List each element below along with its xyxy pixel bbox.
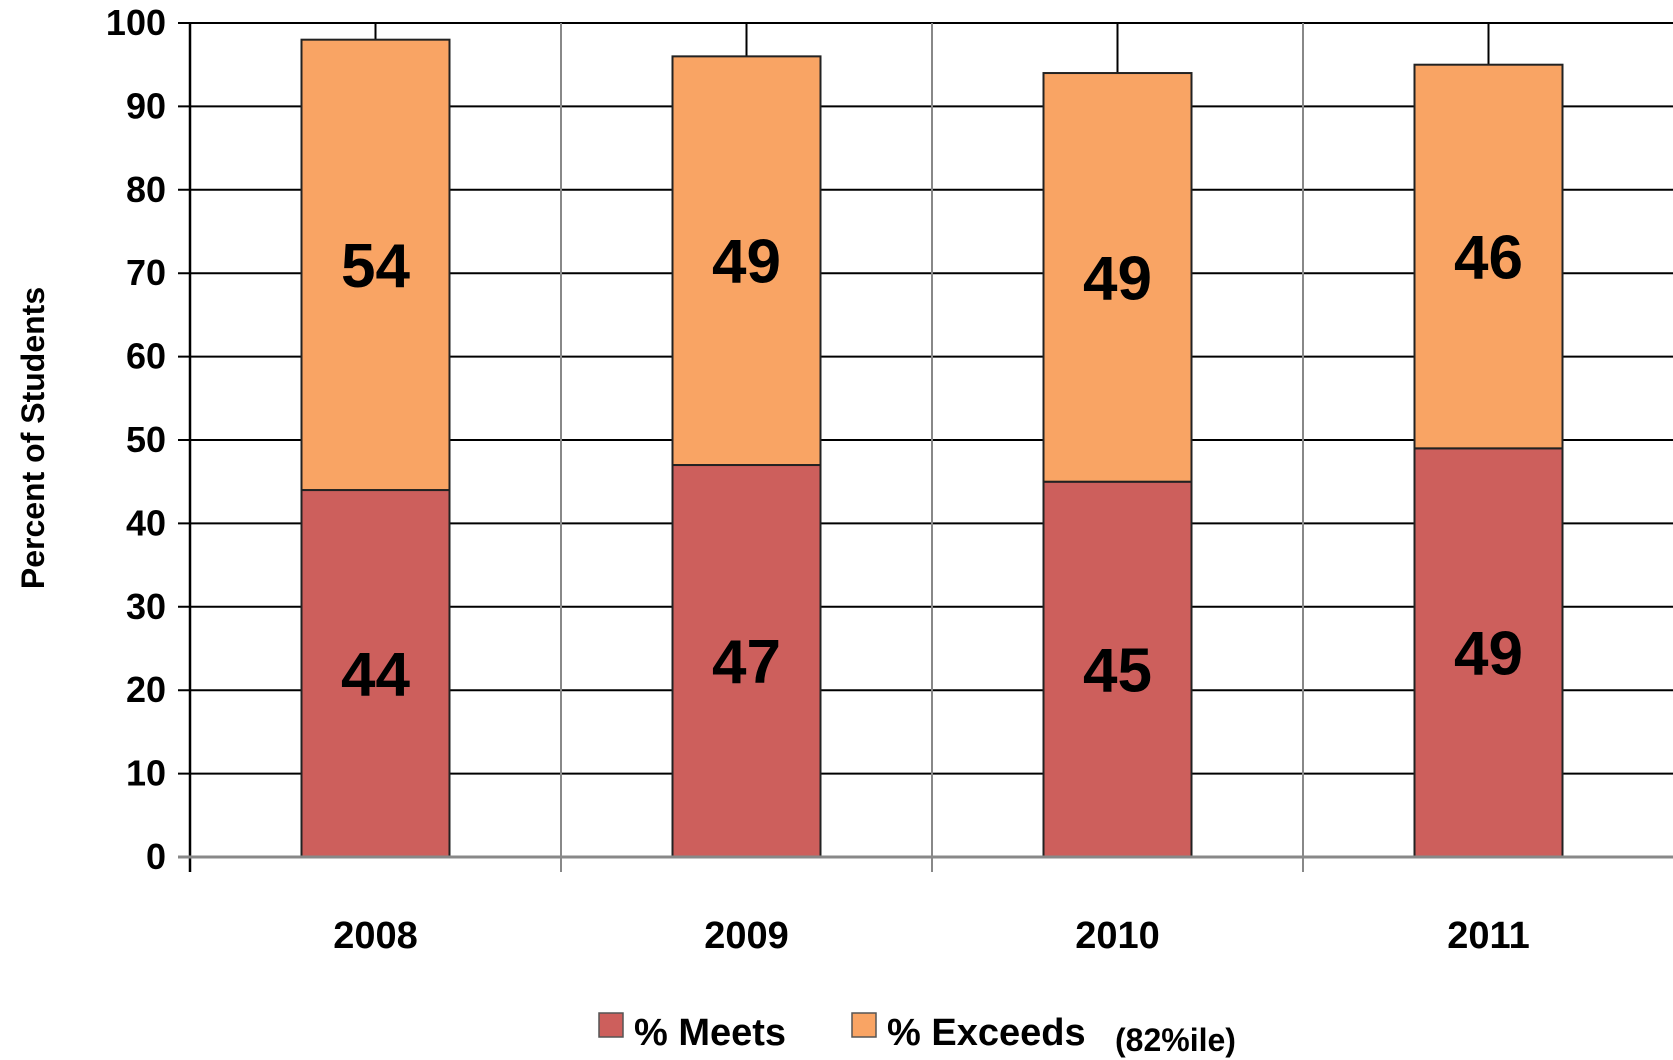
bar-segment-exceeds <box>671 55 822 467</box>
y-tick-label: 80 <box>126 169 166 210</box>
bar-data-label: 44 <box>341 641 410 710</box>
bar-data-label: 47 <box>712 628 781 697</box>
y-tick-label: 30 <box>126 586 166 627</box>
axes: 0 10 20 30 40 50 60 70 80 90 100 2008 2009 2010 2011 <box>106 2 1673 957</box>
bar-segment-exceeds <box>1413 63 1564 450</box>
bars <box>300 38 1564 858</box>
data-labels: 44 54 47 49 45 49 49 46 <box>341 224 1523 710</box>
y-tick-label: 10 <box>126 753 166 794</box>
bar-data-label: 49 <box>1083 244 1152 313</box>
y-tick-label: 90 <box>126 85 166 126</box>
bar-segment-meets <box>1042 480 1193 858</box>
legend-label-meets: % Meets <box>634 1012 786 1054</box>
bar-data-label: 49 <box>712 228 781 297</box>
bar-data-label: 54 <box>341 232 410 301</box>
x-tick-label: 2010 <box>1075 915 1160 957</box>
bar-data-label: 49 <box>1454 620 1523 689</box>
x-tick-label: 2011 <box>1447 915 1529 957</box>
bar-segment-meets <box>1413 447 1564 858</box>
bar-data-label: 45 <box>1083 636 1152 705</box>
y-tick-label: 100 <box>106 2 166 43</box>
y-tick-label: 60 <box>126 336 166 377</box>
legend-note: (82%ile) <box>1115 1022 1236 1058</box>
y-tick-label: 40 <box>126 502 166 543</box>
y-tick-label: 50 <box>126 419 166 460</box>
y-tick-label: 0 <box>146 836 166 877</box>
y-tick-label: 20 <box>126 669 166 710</box>
bar-data-label: 46 <box>1454 224 1523 293</box>
y-axis-title: Percent of Students <box>15 287 51 589</box>
legend-label-exceeds: % Exceeds <box>887 1012 1086 1054</box>
x-tick-label: 2009 <box>704 915 789 957</box>
x-tick-label: 2008 <box>333 915 418 957</box>
bar-segment-exceeds <box>1042 72 1193 483</box>
legend-swatch-meets <box>598 1012 624 1038</box>
bar-segment-exceeds <box>300 38 451 492</box>
legend-swatch-exceeds <box>851 1012 877 1038</box>
legend: % Meets % Exceeds (82%ile) <box>598 1012 1236 1058</box>
y-tick-label: 70 <box>126 252 166 293</box>
